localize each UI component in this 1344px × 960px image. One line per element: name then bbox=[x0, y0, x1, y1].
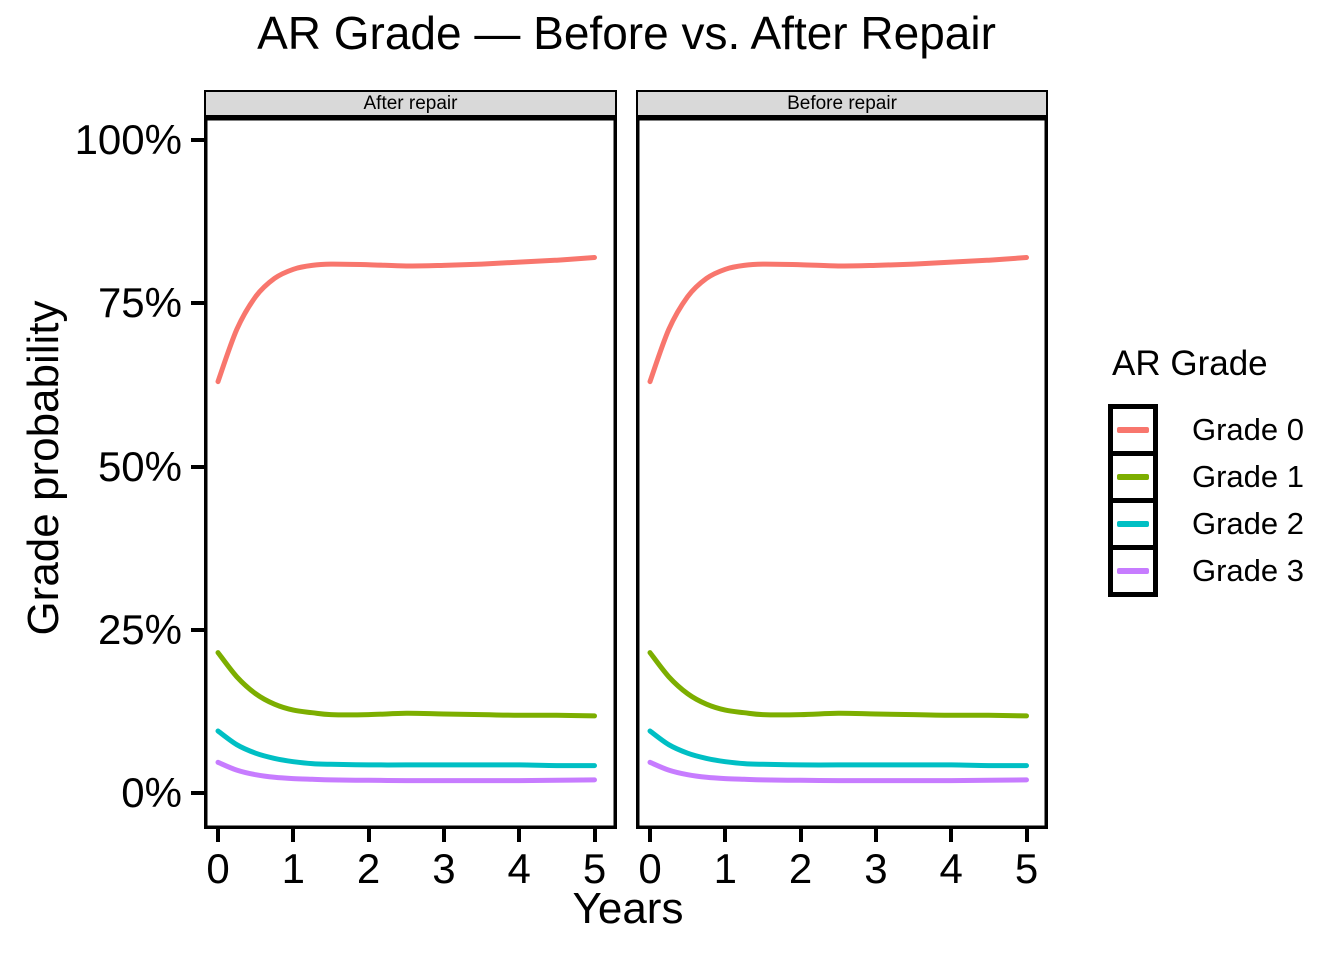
series-line-grade-2 bbox=[215, 728, 597, 769]
series-line-grade-0 bbox=[647, 255, 1029, 385]
legend-title: AR Grade bbox=[1112, 344, 1268, 383]
x-tick-label: 0 bbox=[206, 845, 230, 892]
x-tick-mark bbox=[441, 829, 446, 842]
legend-swatch-line bbox=[1117, 427, 1149, 433]
x-tick-mark bbox=[798, 829, 803, 842]
x-tick-mark bbox=[517, 829, 522, 842]
series-line-grade-2 bbox=[647, 728, 1029, 769]
series-line-grade-0 bbox=[215, 255, 597, 385]
legend-key-grade-1 bbox=[1108, 451, 1158, 503]
panel-border bbox=[204, 117, 617, 829]
legend-swatch-line bbox=[1117, 474, 1149, 480]
y-tick-label: 25% bbox=[97, 605, 182, 653]
legend-key-grade-3 bbox=[1108, 545, 1158, 597]
x-tick-label: 2 bbox=[356, 845, 381, 892]
x-tick-mark bbox=[592, 829, 597, 842]
x-tick-mark bbox=[949, 829, 954, 842]
panel-border bbox=[636, 117, 1048, 829]
x-tick-mark bbox=[648, 829, 652, 842]
y-tick-label: 50% bbox=[97, 442, 182, 490]
x-tick-label: 4 bbox=[939, 845, 963, 892]
x-tick-mark bbox=[1024, 829, 1029, 842]
x-tick-label: 3 bbox=[864, 845, 888, 892]
legend-label-grade-1: Grade 1 bbox=[1192, 459, 1305, 494]
x-tick-label: 5 bbox=[1014, 845, 1039, 892]
legend-label-grade-3: Grade 3 bbox=[1192, 553, 1305, 588]
y-tick-label: 75% bbox=[97, 279, 182, 327]
plot-title: AR Grade — Before vs. After Repair bbox=[257, 7, 996, 59]
x-tick-mark bbox=[873, 829, 878, 842]
series-line-grade-1 bbox=[647, 650, 1029, 719]
series-line-grade-3 bbox=[647, 759, 1029, 784]
panel-before-repair bbox=[636, 117, 1048, 829]
x-axis-title: Years bbox=[572, 884, 684, 933]
x-tick-label: 1 bbox=[713, 845, 737, 892]
y-tick-mark bbox=[191, 301, 204, 306]
x-tick-label: 2 bbox=[788, 845, 813, 892]
legend-label-grade-2: Grade 2 bbox=[1192, 506, 1305, 541]
y-tick-mark bbox=[191, 464, 204, 469]
x-tick-mark bbox=[723, 829, 728, 842]
legend-key-grade-2 bbox=[1108, 498, 1158, 550]
legend-swatch-line bbox=[1117, 568, 1149, 574]
facet-strip-before-repair: Before repair bbox=[636, 90, 1048, 117]
x-tick-mark bbox=[366, 829, 371, 842]
y-tick-mark bbox=[191, 627, 204, 632]
legend-label-grade-0: Grade 0 bbox=[1192, 412, 1305, 447]
x-tick-label: 4 bbox=[507, 845, 531, 892]
y-tick-mark bbox=[191, 138, 204, 142]
y-tick-mark bbox=[191, 791, 204, 795]
legend-key-grade-0 bbox=[1108, 404, 1158, 456]
panel-after-repair bbox=[204, 117, 617, 829]
facet-strip-label: After repair bbox=[363, 92, 458, 114]
y-tick-label: 100% bbox=[74, 116, 182, 163]
x-tick-mark bbox=[216, 829, 220, 842]
x-tick-label: 3 bbox=[432, 845, 456, 892]
legend-swatch-line bbox=[1117, 521, 1149, 527]
facet-strip-label: Before repair bbox=[787, 92, 897, 114]
legend-keys bbox=[1108, 404, 1158, 597]
x-tick-label: 1 bbox=[281, 845, 305, 892]
x-tick-label: 5 bbox=[582, 845, 607, 892]
facet-strip-after-repair: After repair bbox=[204, 90, 617, 117]
series-line-grade-1 bbox=[215, 650, 597, 719]
y-tick-label: 0% bbox=[121, 769, 182, 816]
x-tick-label: 0 bbox=[638, 845, 662, 892]
series-line-grade-3 bbox=[215, 759, 597, 784]
x-tick-mark bbox=[291, 829, 296, 842]
